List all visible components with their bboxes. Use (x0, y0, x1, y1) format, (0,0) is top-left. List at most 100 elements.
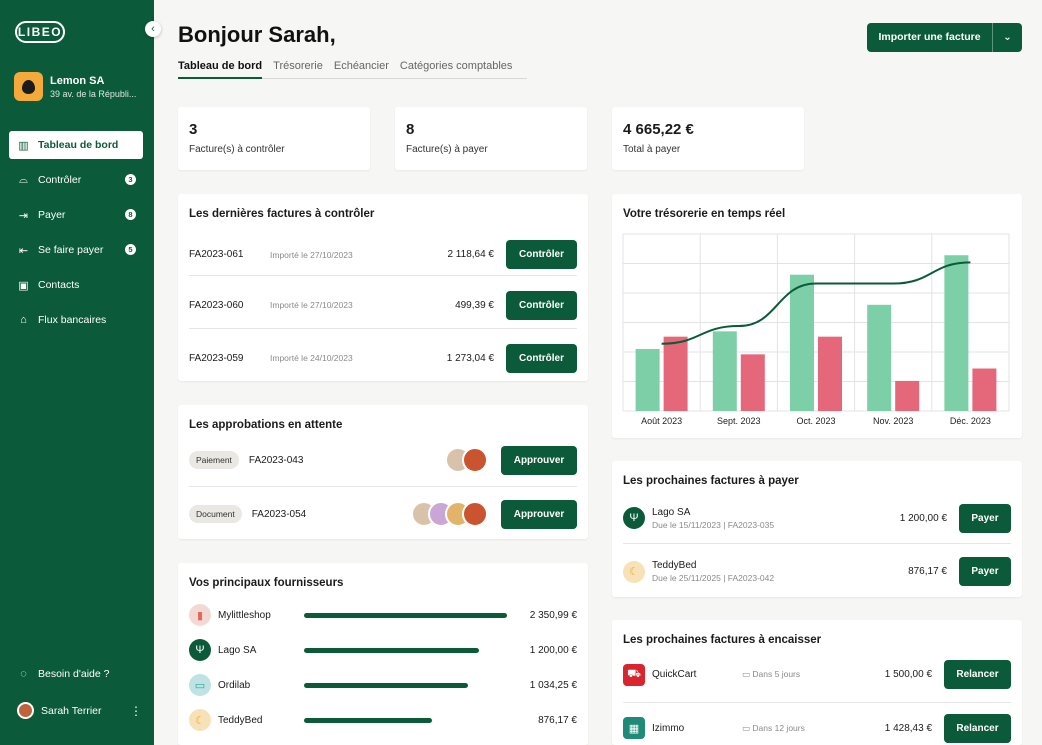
import-invoice-label: Importer une facture (867, 23, 993, 52)
invoice-amount: 1 273,04 € (446, 352, 494, 364)
supplier-share-track (304, 612, 507, 618)
user-name: Sarah Terrier (41, 704, 102, 717)
invoice-ref: FA2023-060 (189, 299, 244, 311)
treasury-card: Votre trésorerie en temps réel Août 2023… (612, 194, 1022, 438)
tab-echeancier[interactable]: Echéancier (333, 60, 389, 72)
card-title: Les prochaines factures à encaisser (623, 634, 822, 646)
sidebar-nav: ▥ Tableau de bord ⌓ Contrôler 3 ⇥ Payer … (9, 131, 143, 341)
calendar-icon: ▭ Dans 12 jours (742, 722, 805, 733)
company-switcher[interactable]: Lemon SA 39 av. de la Républi... (14, 72, 136, 101)
cart-icon: ⛟ (623, 663, 645, 686)
bar (867, 304, 892, 411)
type-chip: Document (189, 505, 242, 523)
list-item: ▦ Izimmo ▭ Dans 12 jours 1 428,43 € Rela… (623, 702, 1011, 745)
relancer-button[interactable]: Relancer (944, 660, 1011, 689)
tab-bar: Tableau de bord Trésorerie Echéancier Ca… (178, 60, 527, 79)
shop-icon: ▮ (189, 604, 211, 626)
bar (972, 368, 997, 411)
table-row: FA2023-061 Importé le 27/10/2023 2 118,6… (189, 228, 577, 281)
supplier-amount: 1 200,00 € (529, 644, 577, 656)
supplier-share-bar (304, 647, 479, 653)
treasury-chart: Août 2023 Sept. 2023 Oct. 2023 Nov. 2023 Déc… (622, 233, 1010, 426)
supplier-share-bar (304, 717, 432, 723)
sidebar-item-se-faire-payer[interactable]: ⇤ Se faire payer 5 (9, 236, 143, 264)
sidebar: LIBEO Lemon SA 39 av. de la Républi... ▥… (0, 0, 154, 745)
invoice-amount: 2 118,64 € (447, 249, 494, 260)
more-vertical-icon[interactable]: ⋮ (130, 703, 142, 718)
payer-button[interactable]: Payer (959, 557, 1011, 586)
supplier-share-track (304, 647, 507, 653)
supplier-share-track (304, 717, 507, 723)
bar (712, 331, 737, 411)
sidebar-item-label: Contacts (38, 279, 80, 291)
controler-button[interactable]: Contrôler (506, 290, 577, 320)
avatar (462, 501, 488, 527)
supplier-name: Mylittleshop (218, 609, 271, 621)
libeo-logo[interactable]: LIBEO (15, 21, 65, 43)
card-title: Vos principaux fournisseurs (189, 577, 344, 589)
list-item: ☾ TeddyBed 876,17 € (189, 708, 577, 732)
bar (740, 354, 765, 411)
invoice-ref: FA2023-054 (251, 508, 307, 520)
x-tick-label: Nov. 2023 (873, 416, 913, 426)
approvers-avatars (411, 501, 488, 527)
control-invoices-card: Les dernières factures à contrôler FA202… (178, 194, 588, 381)
supplier-name: Lago SA (218, 644, 257, 656)
payer-button[interactable]: Payer (959, 503, 1011, 533)
due-in: Dans 5 jours (752, 669, 801, 679)
moon-icon: ☾ (189, 709, 211, 731)
supplier-share-track (304, 682, 507, 688)
kpi-card-to-pay[interactable]: 8 Facture(s) à payer (395, 107, 587, 170)
kpi-value: 4 665,22 € (623, 121, 694, 138)
type-chip: Paiement (189, 451, 239, 469)
tab-dashboard[interactable]: Tableau de bord (178, 60, 263, 79)
sidebar-item-dashboard[interactable]: ▥ Tableau de bord (9, 131, 143, 159)
help-link[interactable]: ◌ Besoin d'aide ? (17, 668, 142, 680)
sidebar-item-contacts[interactable]: ▣ Contacts (9, 271, 143, 299)
sidebar-item-controler[interactable]: ⌓ Contrôler 3 (9, 166, 143, 194)
list-item: ▮ Mylittleshop 2 350,99 € (189, 603, 577, 627)
count-badge: 3 (125, 174, 136, 185)
approuver-button[interactable]: Approuver (501, 499, 577, 529)
invoice-ref: FA2023-043 (248, 454, 304, 466)
approuver-button[interactable]: Approuver (501, 445, 577, 475)
collapse-sidebar-button[interactable]: ‹ (145, 21, 161, 37)
chevron-down-icon[interactable]: ⌄ (1003, 32, 1012, 43)
count-badge: 5 (125, 244, 136, 255)
list-item: Document FA2023-054 Approuver (189, 486, 577, 539)
tab-categories[interactable]: Catégories comptables (399, 60, 513, 72)
kpi-card-to-control[interactable]: 3 Facture(s) à contrôler (178, 107, 370, 170)
list-item: Ψ Lago SA Due le 15/11/2023 | FA2023-035… (623, 497, 1011, 539)
user-menu[interactable]: Sarah Terrier ⋮ (17, 702, 142, 719)
list-item: Ψ Lago SA 1 200,00 € (189, 638, 577, 662)
controler-button[interactable]: Contrôler (506, 240, 577, 269)
import-invoice-button[interactable]: Importer une facture ⌄ (867, 23, 1022, 52)
moon-icon: ☾ (623, 560, 645, 583)
bar (818, 336, 842, 411)
supplier-share-bar (304, 682, 469, 688)
kpi-card-total[interactable]: 4 665,22 € Total à payer (612, 107, 804, 170)
controler-button[interactable]: Contrôler (506, 343, 577, 373)
list-item: ⛟ QuickCart ▭ Dans 5 jours 1 500,00 € Re… (623, 656, 1011, 693)
supplier-amount: 876,17 € (538, 714, 577, 726)
bar (635, 349, 660, 411)
x-tick-label: Août 2023 (641, 416, 682, 426)
kpi-value: 8 (406, 121, 415, 138)
invoice-ref: FA2023-059 (189, 352, 244, 364)
x-tick-label: Déc. 2023 (950, 416, 991, 426)
fork-icon: Ψ (189, 639, 211, 661)
relancer-button[interactable]: Relancer (944, 713, 1011, 743)
fork-icon: Ψ (623, 507, 645, 529)
building-icon: ▦ (623, 717, 645, 739)
sidebar-item-payer[interactable]: ⇥ Payer 8 (9, 201, 143, 229)
sidebar-item-label: Flux bancaires (38, 314, 107, 326)
supplier-amount: 2 350,99 € (529, 609, 577, 621)
avatar (462, 447, 488, 473)
count-badge: 8 (125, 209, 136, 220)
tab-tresorerie[interactable]: Trésorerie (273, 60, 323, 72)
arrow-in-icon: ⇤ (18, 244, 29, 257)
sidebar-item-flux-bancaires[interactable]: ⌂ Flux bancaires (9, 306, 143, 334)
chart-icon: ▥ (18, 139, 29, 152)
kpi-label: Facture(s) à payer (406, 144, 488, 155)
card-title: Les prochaines factures à payer (623, 475, 799, 487)
